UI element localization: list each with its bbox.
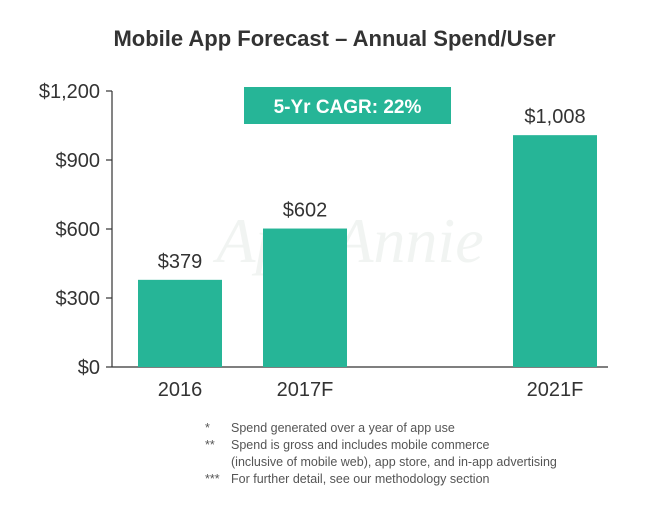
bar-2021f — [513, 135, 597, 367]
chart-title: Mobile App Forecast – Annual Spend/User — [113, 26, 556, 51]
cagr-annotation-box — [244, 87, 451, 124]
footnote-text: For further detail, see our methodology … — [231, 472, 490, 486]
footnote-1: * Spend generated over a year of app use — [205, 420, 665, 437]
x-tick-label: 2021F — [527, 379, 584, 401]
footnote-3: *** For further detail, see our methodol… — [205, 471, 665, 488]
footnote-text: Spend generated over a year of app use — [231, 421, 455, 435]
bar-2016 — [138, 279, 222, 367]
footnote-2-continuation: (inclusive of mobile web), app store, an… — [231, 455, 557, 469]
footnote-mark: ** — [205, 438, 215, 452]
x-tick-label: 2017F — [277, 379, 334, 401]
bar-value-label: $602 — [283, 200, 328, 222]
cagr-annotation-label: 5-Yr CAGR: 22% — [274, 97, 422, 118]
y-tick-label: $900 — [56, 150, 101, 172]
bar-2017f — [263, 228, 347, 367]
y-tick-label: $0 — [78, 357, 100, 379]
watermark: App Annie — [212, 205, 483, 276]
footnote-text: Spend is gross and includes mobile comme… — [231, 438, 490, 452]
bar-value-label: $379 — [158, 251, 203, 273]
footnote-mark: * — [205, 421, 210, 435]
y-tick-label: $1,200 — [39, 81, 100, 103]
bar-value-label: $1,008 — [524, 106, 585, 128]
x-tick-label: 2016 — [158, 379, 203, 401]
footnote-2: ** Spend is gross and includes mobile co… — [205, 437, 665, 454]
footnotes: * Spend generated over a year of app use… — [205, 420, 665, 488]
footnote-mark: *** — [205, 472, 220, 486]
y-tick-label: $600 — [56, 219, 101, 241]
y-tick-label: $300 — [56, 288, 101, 310]
